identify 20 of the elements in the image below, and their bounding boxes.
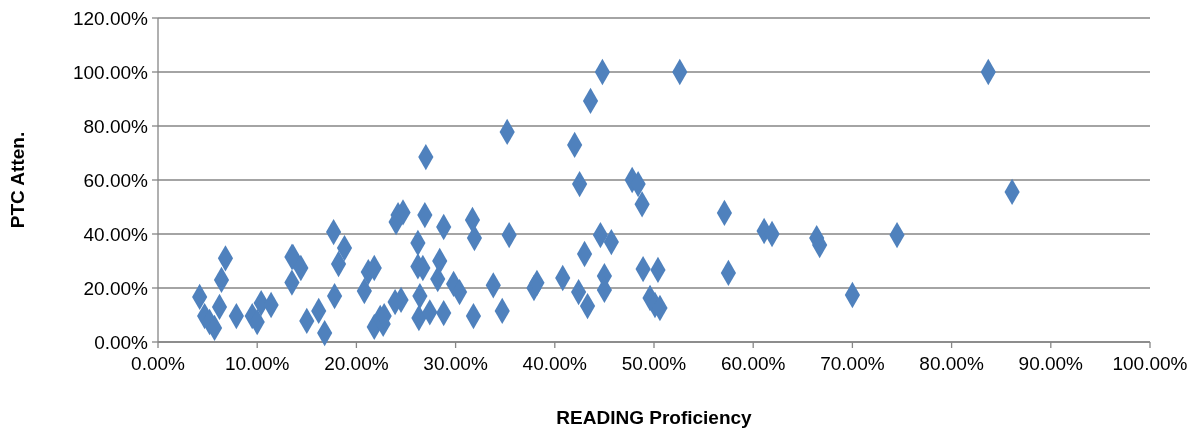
x-tick-label: 10.00% [224, 353, 290, 374]
y-tick-label: 0.00% [94, 331, 149, 353]
x-tick-label: 20.00% [324, 353, 389, 374]
y-tick-label: 60.00% [83, 169, 149, 191]
y-tick-label: 100.00% [72, 61, 149, 83]
x-tick-label: 0.00% [131, 353, 186, 374]
x-tick-label: 100.00% [1112, 353, 1188, 374]
x-tick-label: 60.00% [720, 353, 786, 374]
y-tick-label: 120.00% [72, 7, 149, 29]
x-tick-label: 80.00% [919, 353, 984, 374]
y-tick-label: 40.00% [83, 223, 149, 245]
x-tick-label: 40.00% [522, 353, 588, 374]
x-tick-label: 30.00% [423, 353, 488, 374]
x-tick-label: 70.00% [820, 353, 885, 374]
x-tick-label: 90.00% [1018, 353, 1084, 374]
y-tick-label: 20.00% [83, 277, 149, 299]
x-tick-label: 50.00% [621, 353, 687, 374]
y-tick-label: 80.00% [83, 115, 149, 137]
x-axis-title: READING Proficiency [556, 407, 753, 428]
y-axis-title: PTC Atten. [7, 131, 28, 229]
